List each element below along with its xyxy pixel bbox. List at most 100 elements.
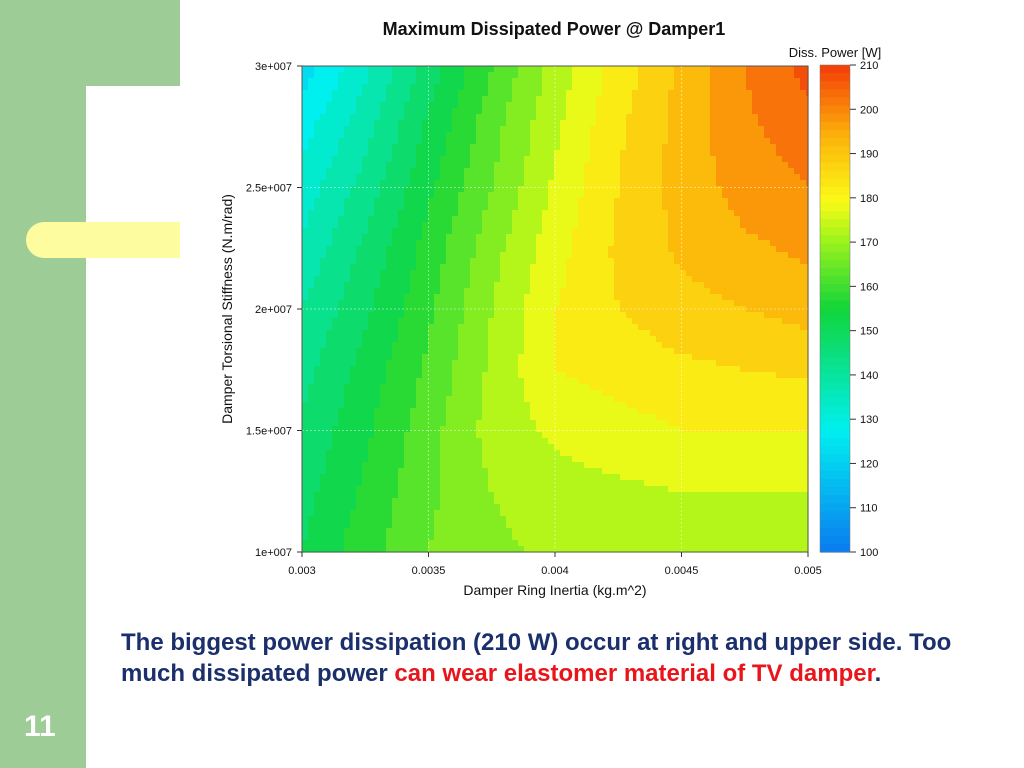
heatmap-cell: [308, 246, 315, 253]
heatmap-cell: [320, 192, 327, 199]
heatmap-cell: [578, 162, 585, 169]
heatmap-cell: [464, 402, 471, 409]
heatmap-cell: [392, 198, 399, 205]
heatmap-cell: [410, 180, 417, 187]
heatmap-cell: [788, 294, 795, 301]
heatmap-cell: [734, 270, 741, 277]
heatmap-cell: [578, 312, 585, 319]
heatmap-cell: [728, 252, 735, 259]
heatmap-cell: [566, 120, 573, 127]
heatmap-cell: [566, 78, 573, 85]
heatmap-cell: [746, 408, 753, 415]
heatmap-cell: [734, 384, 741, 391]
heatmap-cell: [806, 144, 809, 151]
heatmap-cell: [758, 180, 765, 187]
heatmap-cell: [470, 330, 477, 337]
heatmap-cell: [572, 204, 579, 211]
heatmap-cell: [674, 234, 681, 241]
heatmap-cell: [794, 78, 801, 85]
heatmap-cell: [416, 240, 423, 247]
heatmap-cell: [452, 132, 459, 139]
heatmap-cell: [686, 390, 693, 397]
heatmap-cell: [332, 288, 339, 295]
heatmap-cell: [428, 198, 435, 205]
heatmap-cell: [680, 126, 687, 133]
heatmap-cell: [440, 228, 447, 235]
heatmap-cell: [302, 354, 309, 361]
heatmap-cell: [464, 126, 471, 133]
heatmap-cell: [566, 246, 573, 253]
heatmap-cell: [554, 324, 561, 331]
heatmap-cell: [548, 324, 555, 331]
heatmap-cell: [554, 390, 561, 397]
heatmap-cell: [350, 366, 357, 373]
heatmap-cell: [758, 318, 765, 325]
heatmap-cell: [650, 366, 657, 373]
heatmap-cell: [398, 102, 405, 109]
heatmap-cell: [656, 126, 663, 133]
heatmap-cell: [428, 78, 435, 85]
heatmap-cell: [650, 246, 657, 253]
heatmap-cell: [746, 138, 753, 145]
heatmap-cell: [356, 246, 363, 253]
heatmap-cell: [782, 402, 789, 409]
heatmap-cell: [728, 300, 735, 307]
heatmap-cell: [302, 168, 309, 175]
heatmap-cell: [782, 276, 789, 283]
heatmap-cell: [770, 90, 777, 97]
heatmap-cell: [356, 366, 363, 373]
heatmap-cell: [788, 228, 795, 235]
heatmap-cell: [764, 150, 771, 157]
heatmap-cell: [704, 384, 711, 391]
heatmap-cell: [770, 396, 777, 403]
heatmap-cell: [434, 78, 441, 85]
heatmap-cell: [524, 156, 531, 163]
heatmap-cell: [368, 162, 375, 169]
heatmap-cell: [596, 192, 603, 199]
heatmap-cell: [374, 366, 381, 373]
heatmap-cell: [560, 372, 567, 379]
heatmap-cell: [644, 330, 651, 337]
heatmap-cell: [386, 336, 393, 343]
heatmap-cell: [458, 162, 465, 169]
heatmap-cell: [584, 126, 591, 133]
heatmap-cell: [320, 300, 327, 307]
heatmap-cell: [740, 264, 747, 271]
heatmap-cell: [590, 234, 597, 241]
heatmap-cell: [680, 168, 687, 175]
heatmap-cell: [368, 198, 375, 205]
heatmap-cell: [332, 222, 339, 229]
heatmap-cell: [560, 156, 567, 163]
heatmap-cell: [704, 264, 711, 271]
heatmap-cell: [428, 408, 435, 415]
heatmap-cell: [728, 132, 735, 139]
heatmap-cell: [332, 264, 339, 271]
heatmap-cell: [788, 222, 795, 229]
heatmap-cell: [644, 144, 651, 151]
heatmap-cell: [644, 306, 651, 313]
heatmap-cell: [722, 408, 729, 415]
heatmap-cell: [506, 246, 513, 253]
heatmap-cell: [794, 282, 801, 289]
heatmap-cell: [668, 78, 675, 85]
heatmap-cell: [500, 324, 507, 331]
heatmap-cell: [434, 210, 441, 217]
heatmap-cell: [416, 126, 423, 133]
heatmap-cell: [644, 198, 651, 205]
heatmap-cell: [458, 90, 465, 97]
heatmap-cell: [452, 348, 459, 355]
heatmap-cell: [746, 276, 753, 283]
heatmap-cell: [488, 402, 495, 409]
heatmap-cell: [380, 84, 387, 91]
heatmap-cell: [578, 324, 585, 331]
heatmap-cell: [650, 156, 657, 163]
heatmap-cell: [530, 114, 537, 121]
heatmap-cell: [788, 78, 795, 85]
heatmap-cell: [788, 402, 795, 409]
heatmap-cell: [788, 348, 795, 355]
heatmap-cell: [776, 366, 783, 373]
heatmap-cell: [440, 252, 447, 259]
heatmap-cell: [560, 384, 567, 391]
heatmap-cell: [338, 66, 345, 73]
heatmap-cell: [770, 252, 777, 259]
